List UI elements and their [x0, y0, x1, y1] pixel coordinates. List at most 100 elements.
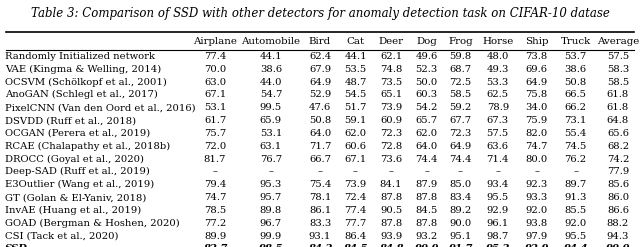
Text: 90.9: 90.9	[415, 245, 439, 247]
Text: 75.8: 75.8	[525, 90, 548, 99]
Text: OCSVM (Schölkopf et al., 2001): OCSVM (Schölkopf et al., 2001)	[5, 78, 167, 86]
Text: 65.6: 65.6	[607, 129, 629, 138]
Text: 63.6: 63.6	[487, 142, 509, 151]
Text: Bird: Bird	[309, 37, 331, 45]
Text: 89.9: 89.9	[204, 232, 226, 241]
Text: 85.5: 85.5	[564, 206, 587, 215]
Text: –: –	[424, 167, 429, 176]
Text: 38.6: 38.6	[260, 65, 282, 74]
Text: 76.7: 76.7	[260, 155, 282, 164]
Text: 88.2: 88.2	[607, 219, 629, 228]
Text: 83.3: 83.3	[309, 219, 331, 228]
Text: 61.8: 61.8	[607, 90, 629, 99]
Text: 52.9: 52.9	[309, 90, 331, 99]
Text: 73.8: 73.8	[525, 52, 548, 61]
Text: 64.9: 64.9	[525, 78, 548, 86]
Text: 67.1: 67.1	[204, 90, 226, 99]
Text: 61.7: 61.7	[204, 116, 226, 125]
Text: 89.8: 89.8	[260, 206, 282, 215]
Text: 82.0: 82.0	[525, 129, 548, 138]
Text: 61.8: 61.8	[607, 103, 629, 112]
Text: 95.7: 95.7	[260, 193, 282, 202]
Text: 76.2: 76.2	[564, 155, 587, 164]
Text: 95.3: 95.3	[260, 180, 282, 189]
Text: 73.9: 73.9	[344, 180, 367, 189]
Text: 53.3: 53.3	[486, 78, 509, 86]
Text: 72.0: 72.0	[204, 142, 226, 151]
Text: 92.9: 92.9	[524, 245, 549, 247]
Text: –: –	[534, 167, 540, 176]
Text: 58.3: 58.3	[607, 65, 629, 74]
Text: 77.9: 77.9	[607, 167, 629, 176]
Text: 64.9: 64.9	[449, 142, 472, 151]
Text: 96.1: 96.1	[486, 219, 509, 228]
Text: 90.0: 90.0	[605, 245, 630, 247]
Text: E3Outlier (Wang et al., 2019): E3Outlier (Wang et al., 2019)	[5, 180, 154, 189]
Text: –: –	[388, 167, 394, 176]
Text: 96.7: 96.7	[260, 219, 282, 228]
Text: 87.8: 87.8	[380, 193, 402, 202]
Text: 98.5: 98.5	[259, 245, 283, 247]
Text: 64.0: 64.0	[309, 129, 331, 138]
Text: 66.7: 66.7	[309, 155, 331, 164]
Text: InvAE (Huang et al., 2019): InvAE (Huang et al., 2019)	[5, 206, 141, 215]
Text: 93.3: 93.3	[525, 193, 548, 202]
Text: 83.4: 83.4	[449, 193, 472, 202]
Text: 74.4: 74.4	[449, 155, 472, 164]
Text: –: –	[317, 167, 323, 176]
Text: 66.5: 66.5	[564, 90, 587, 99]
Text: 91.7: 91.7	[448, 245, 473, 247]
Text: 67.9: 67.9	[309, 65, 331, 74]
Text: 93.1: 93.1	[309, 232, 331, 241]
Text: 77.7: 77.7	[344, 219, 367, 228]
Text: Dog: Dog	[416, 37, 437, 45]
Text: 90.0: 90.0	[449, 219, 472, 228]
Text: 55.4: 55.4	[564, 129, 587, 138]
Text: CSI (Tack et al., 2020): CSI (Tack et al., 2020)	[5, 232, 118, 241]
Text: 89.7: 89.7	[564, 180, 587, 189]
Text: 67.1: 67.1	[344, 155, 367, 164]
Text: 75.4: 75.4	[309, 180, 331, 189]
Text: 62.0: 62.0	[415, 129, 438, 138]
Text: AnoGAN (Schlegl et al., 2017): AnoGAN (Schlegl et al., 2017)	[5, 90, 158, 99]
Text: 85.0: 85.0	[449, 180, 472, 189]
Text: 94.4: 94.4	[563, 245, 588, 247]
Text: 48.7: 48.7	[344, 78, 367, 86]
Text: 53.5: 53.5	[344, 65, 367, 74]
Text: 64.9: 64.9	[309, 78, 331, 86]
Text: 99.5: 99.5	[260, 103, 282, 112]
Text: 99.9: 99.9	[260, 232, 282, 241]
Text: 63.0: 63.0	[204, 78, 226, 86]
Text: 62.4: 62.4	[309, 52, 331, 61]
Text: 77.2: 77.2	[204, 219, 226, 228]
Text: 74.2: 74.2	[607, 155, 629, 164]
Text: 78.1: 78.1	[309, 193, 331, 202]
Text: 68.7: 68.7	[449, 65, 472, 74]
Text: 95.1: 95.1	[449, 232, 472, 241]
Text: 65.9: 65.9	[260, 116, 282, 125]
Text: 89.2: 89.2	[449, 206, 472, 215]
Text: 92.0: 92.0	[525, 206, 548, 215]
Text: 38.6: 38.6	[564, 65, 587, 74]
Text: Truck: Truck	[561, 37, 591, 45]
Text: Horse: Horse	[482, 37, 513, 45]
Text: 77.4: 77.4	[344, 206, 367, 215]
Text: 97.9: 97.9	[525, 232, 548, 241]
Text: 50.8: 50.8	[309, 116, 331, 125]
Text: 84.1: 84.1	[380, 180, 403, 189]
Text: 93.9: 93.9	[380, 232, 402, 241]
Text: Deer: Deer	[379, 37, 404, 45]
Text: 77.4: 77.4	[204, 52, 226, 61]
Text: 95.5: 95.5	[486, 193, 509, 202]
Text: 62.0: 62.0	[344, 129, 367, 138]
Text: Average: Average	[597, 37, 639, 45]
Text: 73.6: 73.6	[380, 155, 402, 164]
Text: 49.3: 49.3	[486, 65, 509, 74]
Text: 59.8: 59.8	[449, 52, 472, 61]
Text: 94.3: 94.3	[607, 232, 629, 241]
Text: 92.3: 92.3	[525, 180, 548, 189]
Text: 64.8: 64.8	[607, 116, 629, 125]
Text: 62.5: 62.5	[486, 90, 509, 99]
Text: 65.7: 65.7	[415, 116, 438, 125]
Text: 54.5: 54.5	[344, 90, 367, 99]
